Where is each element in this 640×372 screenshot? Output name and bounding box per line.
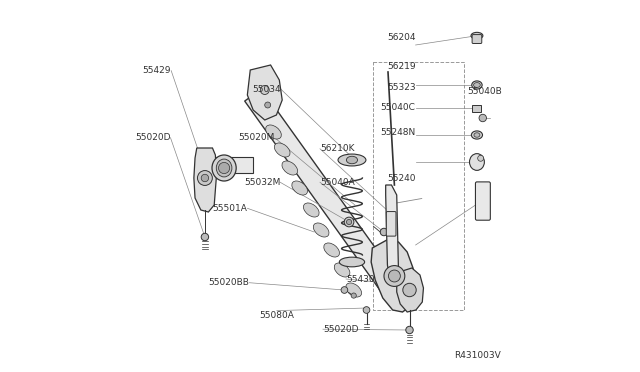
- Circle shape: [198, 170, 212, 185]
- Polygon shape: [244, 89, 401, 296]
- Ellipse shape: [216, 159, 232, 177]
- Text: 55020BB: 55020BB: [209, 278, 250, 287]
- Text: 56219: 56219: [387, 62, 415, 71]
- Ellipse shape: [324, 243, 339, 257]
- Ellipse shape: [471, 131, 483, 139]
- Polygon shape: [397, 268, 424, 312]
- Ellipse shape: [472, 81, 482, 89]
- Circle shape: [201, 233, 209, 241]
- FancyBboxPatch shape: [472, 35, 482, 44]
- Text: 55080A: 55080A: [259, 311, 294, 320]
- Ellipse shape: [477, 209, 488, 215]
- Text: 55040A: 55040A: [320, 178, 355, 187]
- Circle shape: [344, 217, 354, 227]
- Polygon shape: [209, 157, 253, 173]
- FancyBboxPatch shape: [476, 182, 490, 220]
- Text: 55020D: 55020D: [323, 325, 358, 334]
- Ellipse shape: [212, 155, 236, 181]
- Ellipse shape: [470, 154, 484, 170]
- Text: 55020M: 55020M: [238, 133, 275, 142]
- Circle shape: [406, 326, 413, 334]
- Circle shape: [384, 266, 405, 286]
- Text: 55040B: 55040B: [467, 87, 502, 96]
- Ellipse shape: [346, 156, 358, 164]
- Ellipse shape: [266, 125, 282, 139]
- Text: 55430: 55430: [346, 275, 374, 283]
- Ellipse shape: [471, 32, 483, 39]
- FancyBboxPatch shape: [387, 212, 396, 236]
- Text: 55240: 55240: [387, 174, 415, 183]
- Text: 55429: 55429: [143, 66, 172, 75]
- Polygon shape: [247, 65, 282, 120]
- Ellipse shape: [275, 143, 290, 157]
- Text: 55248N: 55248N: [380, 128, 415, 137]
- Ellipse shape: [314, 223, 329, 237]
- Text: 55501A: 55501A: [212, 204, 248, 213]
- Circle shape: [363, 307, 370, 313]
- FancyBboxPatch shape: [472, 105, 481, 112]
- Circle shape: [380, 228, 388, 236]
- Ellipse shape: [282, 161, 298, 175]
- Circle shape: [341, 287, 348, 294]
- Ellipse shape: [474, 83, 480, 87]
- Text: 55040C: 55040C: [381, 103, 415, 112]
- Ellipse shape: [339, 257, 365, 267]
- Ellipse shape: [338, 154, 366, 166]
- Circle shape: [260, 86, 269, 94]
- Ellipse shape: [303, 203, 319, 217]
- Text: R431003V: R431003V: [454, 351, 500, 360]
- Ellipse shape: [477, 155, 484, 161]
- Circle shape: [218, 163, 230, 174]
- Text: 55020D: 55020D: [135, 133, 170, 142]
- Ellipse shape: [292, 181, 307, 195]
- Ellipse shape: [346, 283, 362, 297]
- Circle shape: [403, 283, 416, 297]
- Polygon shape: [371, 240, 416, 312]
- Text: 56204: 56204: [387, 33, 415, 42]
- Text: 55323: 55323: [387, 83, 415, 92]
- Circle shape: [346, 219, 351, 225]
- Ellipse shape: [474, 133, 480, 137]
- Circle shape: [388, 270, 401, 282]
- Text: 56210K: 56210K: [320, 144, 355, 153]
- Circle shape: [265, 102, 271, 108]
- Polygon shape: [386, 185, 399, 282]
- Text: 55032M: 55032M: [244, 178, 280, 187]
- Polygon shape: [194, 148, 216, 212]
- Circle shape: [351, 293, 356, 298]
- Text: 55034: 55034: [252, 85, 281, 94]
- Circle shape: [479, 114, 486, 122]
- Circle shape: [201, 174, 209, 182]
- Ellipse shape: [334, 263, 350, 277]
